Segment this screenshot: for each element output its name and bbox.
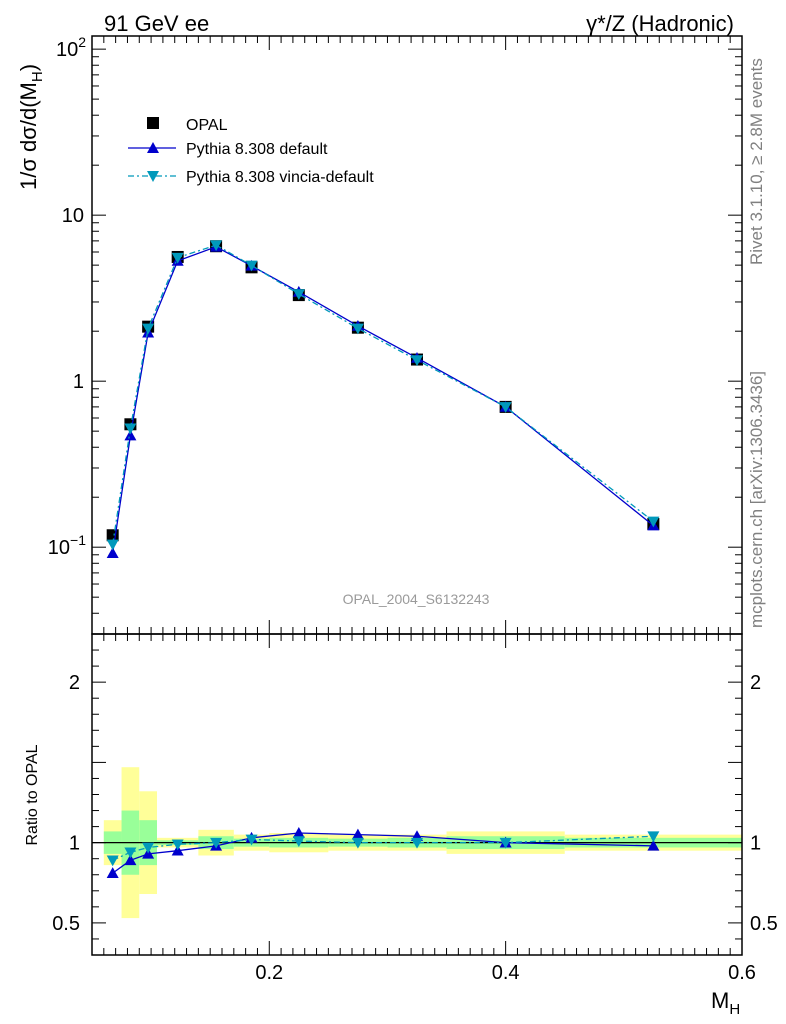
main-series-group [106,240,660,559]
pythia-vincia-point [292,289,305,301]
ratio-pythia-vincia-point [245,834,258,846]
x-tick-label: 0.6 [728,962,756,984]
ratio-y-tick-label-right: 1 [750,833,761,855]
ratio-pythia-vincia-point [499,837,512,849]
ratio-pythia-vincia-point [210,837,223,849]
legend-marker-opal [147,117,159,129]
header-right: γ*/Z (Hadronic) [586,11,734,36]
ratio-pythia-vincia-point [142,842,155,854]
main-y-label-sub: H [29,71,46,82]
main-y-label: 1/σ dσ/d(MH) [16,64,46,190]
ratio-y-label: Ratio to OPAL [24,744,41,845]
ratio-pythia-default-point [351,828,364,840]
axes: 102 10 1 10−1 0.2 0.4 0.6 2 2 1 1 0.5 0.5 [48,34,778,984]
ratio-pythia-default-point [106,867,119,878]
main-y-tick-label: 102 [56,34,86,61]
pythia-default-point [124,429,137,441]
pythia-vincia-point [411,355,423,367]
pythia-vincia-point [106,539,119,551]
side-label-bottom: mcplots.cern.ch [arXiv:1306.3436] [747,371,766,628]
watermark: OPAL_2004_S6132243 [343,591,490,607]
legend-marker-vincia [147,171,159,182]
ratio-pythia-vincia-point [292,836,305,848]
ratio-pythia-default-point [124,854,137,866]
pythia-vincia-point [351,323,364,335]
pythia-vincia-point [499,402,512,413]
main-y-label-close: ) [16,64,41,71]
main-y-tick-label: 10−1 [48,532,86,559]
main-y-tick-exponent: −1 [70,532,86,548]
x-tick-label: 0.4 [492,962,520,984]
ratio-y-tick-label: 0.5 [52,913,80,935]
side-label-top: Rivet 3.1.10, ≥ 2.8M events [747,58,766,265]
x-axis-label-sub: H [729,1001,740,1018]
main-y-label-text: 1/σ dσ/d(M [16,82,41,190]
ratio-pythia-vincia-point [124,847,137,859]
ratio-pythia-vincia-point [106,855,119,867]
pythia-vincia-point [171,252,184,264]
ratio-pythia-vincia-point [647,831,660,843]
pythia-vincia-line [112,244,654,545]
ratio-pythia-vincia-point [411,837,423,849]
pythia-vincia-point [210,240,223,252]
legend-entry-vincia: Pythia 8.308 vincia-default [186,169,374,186]
opal-point [106,529,119,542]
pythia-vincia-point [647,516,660,528]
pythia-default-point [106,547,119,559]
ratio-pythia-vincia-point [351,837,364,849]
ratio-y-tick-label-right: 0.5 [750,913,778,935]
x-axis-label-text: M [711,988,729,1013]
x-tick-label: 0.2 [255,962,283,984]
x-axis-label: MH [711,988,740,1018]
ratio-y-tick-label: 1 [69,833,80,855]
pythia-default-line [112,246,654,554]
ratio-pythia-vincia-point [171,839,184,851]
header-left: 91 GeV ee [104,11,209,36]
main-y-tick-label: 10 [62,205,84,227]
ratio-series-group [106,827,660,878]
legend-marker-default [147,142,159,153]
pythia-vincia-point [245,260,258,272]
pythia-vincia-point [142,323,155,335]
legend-entry-default: Pythia 8.308 default [186,141,328,158]
legend-entry-opal: OPAL [186,117,228,134]
main-y-tick-label: 1 [73,371,84,393]
ratio-y-tick-label-right: 2 [750,672,761,694]
main-y-tick-exponent: 2 [78,34,86,50]
ratio-pythia-default-point [292,827,305,838]
legend: OPAL Pythia 8.308 default Pythia 8.308 v… [128,117,374,186]
pythia-vincia-point [124,423,137,435]
ratio-pythia-default-point [647,839,660,851]
ratio-y-tick-label: 2 [69,672,80,694]
ratio-frame [91,633,743,956]
